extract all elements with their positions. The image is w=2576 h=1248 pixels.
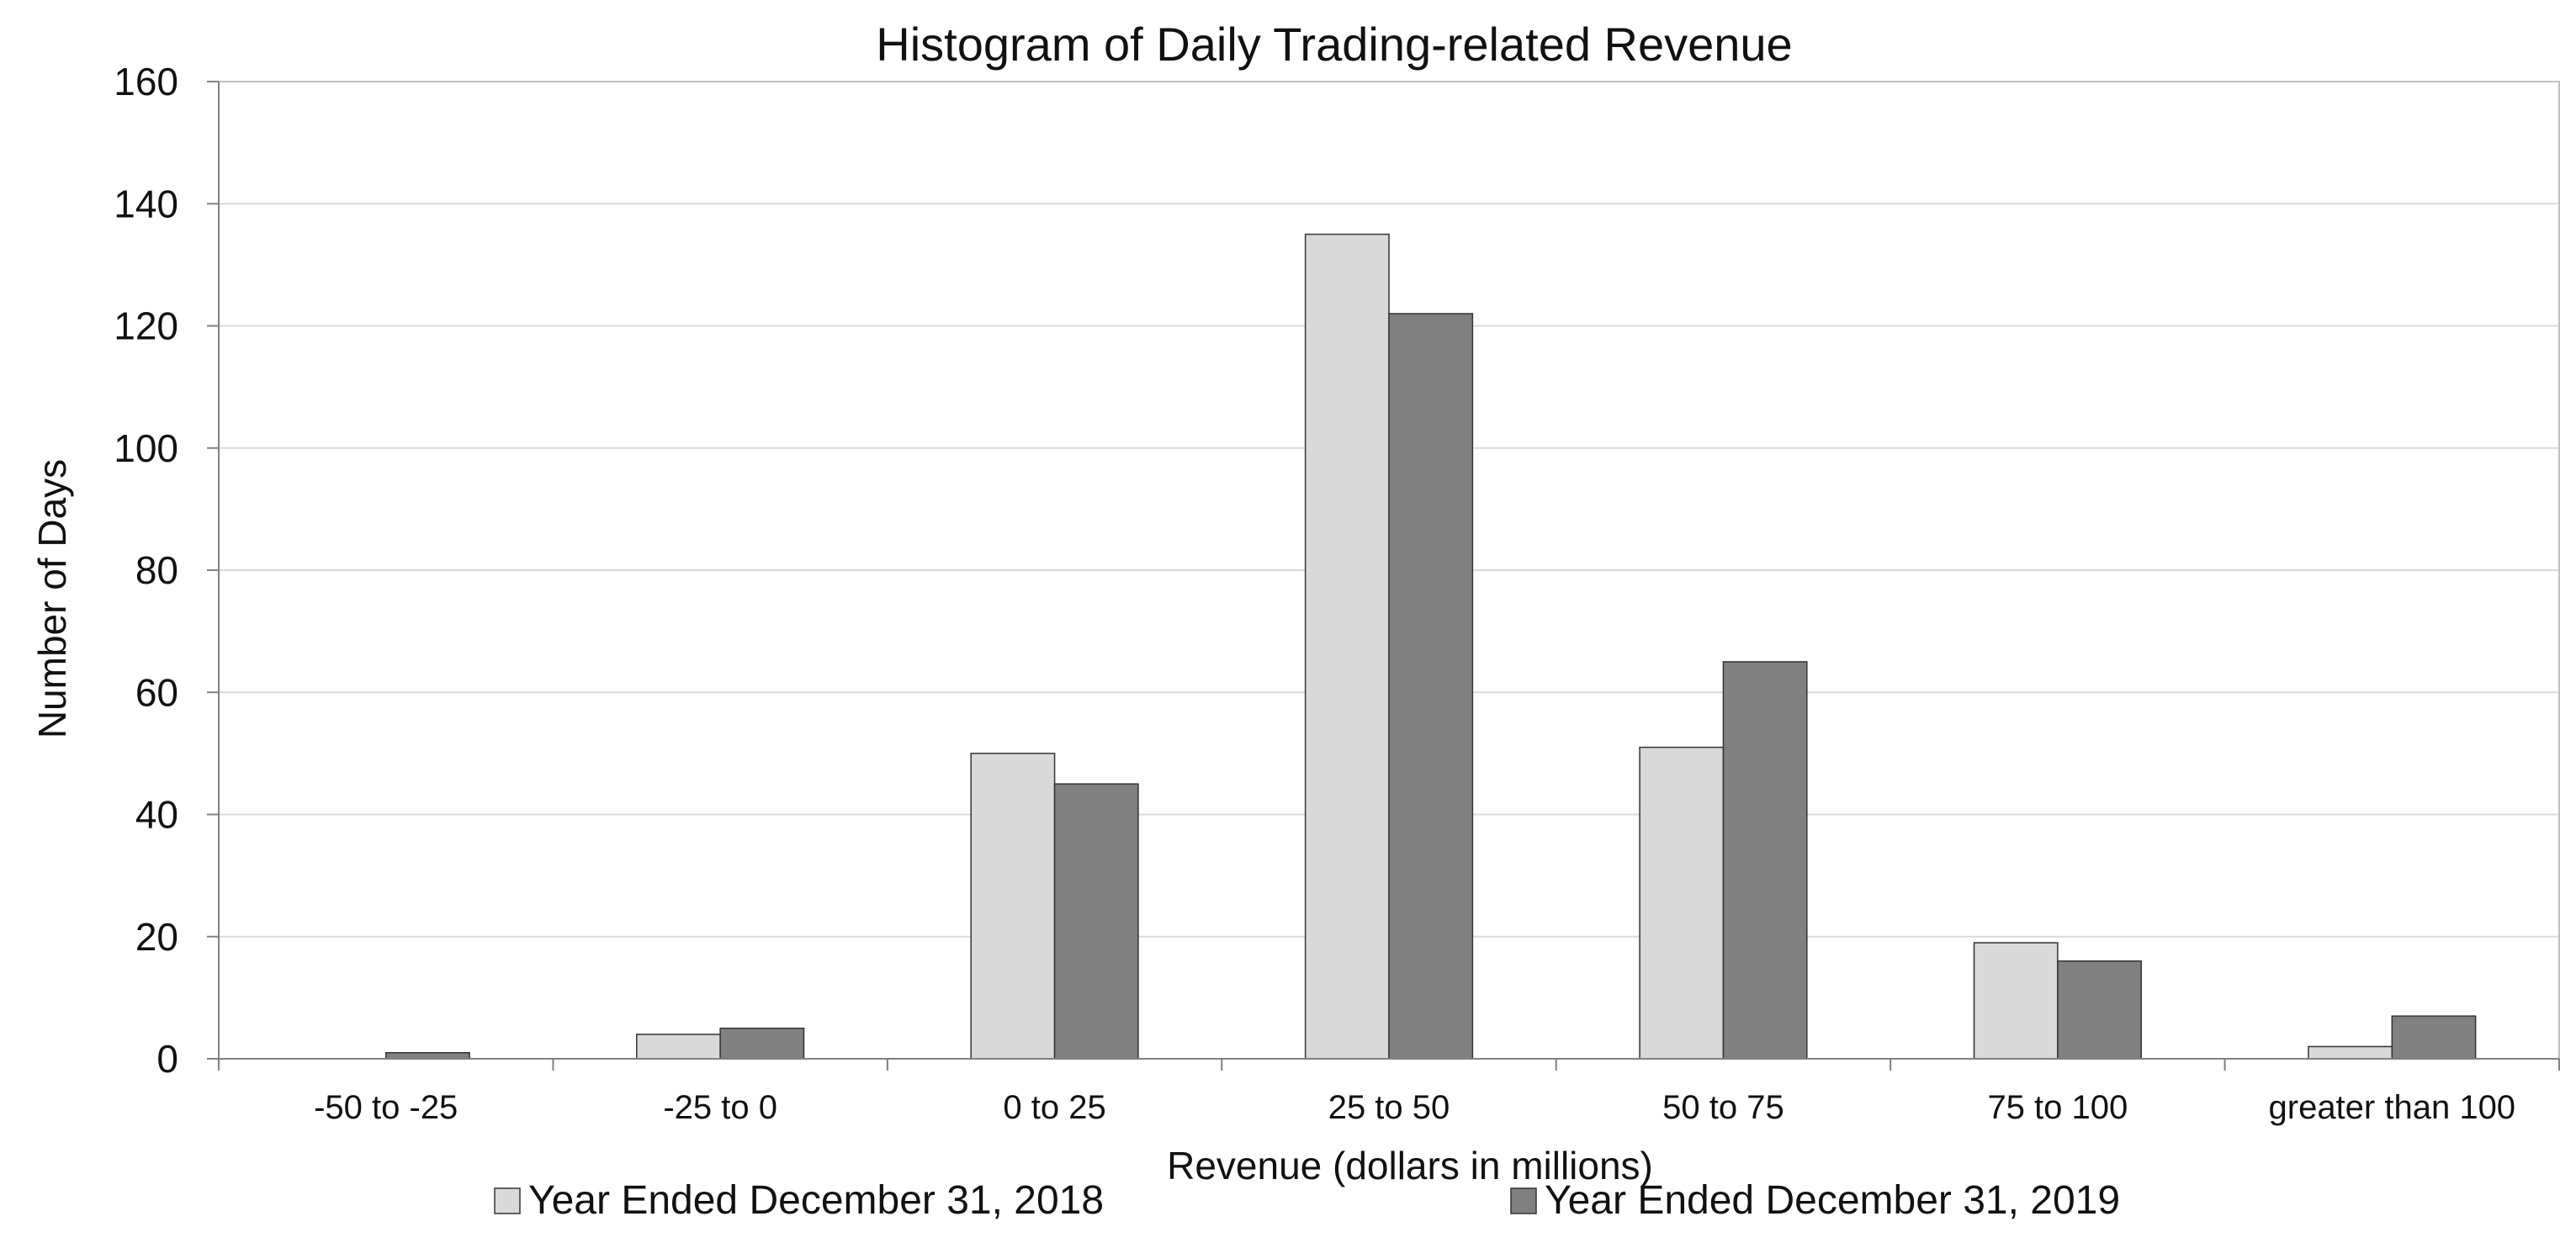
- bar-series-2019: [2057, 960, 2142, 1060]
- bar-series-2018: [636, 1034, 721, 1060]
- y-axis-label: Number of Days: [30, 459, 74, 738]
- x-tick-label: 0 to 25: [1003, 1089, 1105, 1126]
- bar-series-2018: [1304, 233, 1390, 1060]
- bar-series-2018: [1639, 746, 1725, 1060]
- x-tick-label: -50 to -25: [314, 1089, 458, 1126]
- x-axis-label: Revenue (dollars in millions): [1167, 1144, 1653, 1187]
- bar-series-2019: [2391, 1015, 2477, 1060]
- y-tick-label: 20: [135, 915, 178, 959]
- bar-series-2018: [2308, 1045, 2393, 1060]
- legend-label: Year Ended December 31, 2019: [1545, 1178, 2120, 1223]
- bar-series-2018: [970, 753, 1056, 1060]
- legend-label: Year Ended December 31, 2018: [528, 1178, 1104, 1223]
- y-tick-label: 0: [156, 1037, 178, 1081]
- y-tick-label: 100: [114, 426, 178, 470]
- y-axis-ticks: 0 20 40 60 80 100 120 140 160: [114, 60, 219, 1081]
- y-tick-label: 80: [135, 548, 178, 592]
- y-tick-label: 40: [135, 793, 178, 837]
- bars: [384, 233, 2477, 1060]
- y-tick-label: 140: [114, 182, 178, 225]
- legend-swatch: [494, 1187, 521, 1214]
- bar-series-2019: [1388, 313, 1474, 1060]
- x-tick-label: 75 to 100: [1987, 1089, 2128, 1126]
- legend-swatch: [1510, 1187, 1537, 1214]
- bar-series-2019: [1053, 783, 1139, 1060]
- bar-series-2019: [719, 1027, 805, 1060]
- x-tick-label: 50 to 75: [1662, 1089, 1784, 1126]
- y-tick-label: 60: [135, 670, 178, 714]
- y-tick-label: 120: [114, 304, 178, 348]
- legend: Year Ended December 31, 2018 Year Ended D…: [494, 1178, 2120, 1223]
- x-axis-ticks: -50 to -25 -25 to 0 0 to 25 25 to 50 50 to 7…: [218, 1059, 2560, 1126]
- x-tick-label: -25 to 0: [663, 1089, 777, 1126]
- chart-title: Histogram of Daily Trading-related Reven…: [876, 18, 1792, 71]
- bar-series-2019: [384, 1051, 470, 1060]
- bar-series-2018: [1973, 942, 2059, 1060]
- bar-series-2019: [1722, 661, 1808, 1060]
- x-tick-label: greater than 100: [2269, 1089, 2516, 1126]
- y-tick-label: 160: [114, 60, 178, 103]
- x-tick-label: 25 to 50: [1328, 1089, 1450, 1126]
